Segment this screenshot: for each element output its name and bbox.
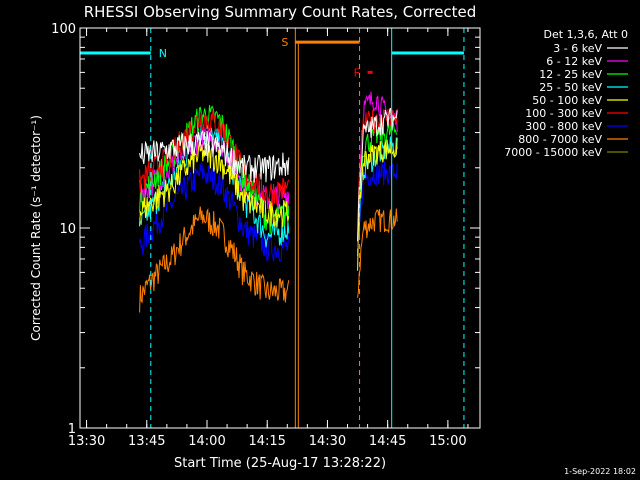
y-axis: 1 10 100	[51, 22, 480, 437]
legend-label: 300 - 800 keV	[525, 120, 602, 133]
footer-timestamp: 1-Sep-2022 18:02	[564, 467, 636, 476]
legend-label: 100 - 300 keV	[525, 107, 602, 120]
series-3-6-kev-late-line	[357, 107, 398, 242]
legend-label: 6 - 12 keV	[546, 55, 602, 68]
x-tick-label: 14:45	[369, 434, 406, 449]
x-tick-label: 13:45	[128, 434, 165, 449]
legend-label: 800 - 7000 keV	[518, 133, 602, 146]
legend-label: 7000 - 15000 keV	[504, 146, 602, 159]
flare-label: F	[354, 66, 360, 79]
series-12-25-kev-late-line	[357, 120, 398, 253]
y-tick-label: 100	[51, 22, 76, 37]
legend-label: 50 - 100 keV	[532, 94, 602, 107]
x-axis-label: Start Time (25-Aug-17 13:28:22)	[174, 456, 386, 471]
legend-label: 3 - 6 keV	[553, 42, 602, 55]
x-tick-label: 14:30	[309, 434, 346, 449]
saa-label: S	[281, 36, 288, 49]
series-800-7000-kev-line	[139, 206, 290, 313]
y-tick-label: 10	[59, 222, 76, 237]
series-3-6-kev-line	[139, 129, 290, 183]
x-tick-label: 14:15	[248, 434, 285, 449]
legend-header: Det 1,3,6, Att 0	[544, 28, 628, 41]
y-axis-label: Corrected Count Rate (s⁻¹ detector⁻¹)	[29, 115, 43, 341]
series-25-50-kev-late-line	[357, 136, 398, 257]
series-25-50-kev-line	[139, 124, 290, 248]
y-tick-label: 1	[68, 422, 76, 437]
series-100-300-kev-line	[139, 110, 290, 207]
x-axis: 13:30 13:45 14:00 14:15 14:30 14:45 15:00	[68, 28, 469, 449]
plot-area	[139, 91, 398, 313]
series-800-7000-kev-late-line	[357, 208, 398, 298]
x-tick-label: 14:00	[188, 434, 225, 449]
legend-label: 25 - 50 keV	[539, 81, 602, 94]
legend-label: 12 - 25 keV	[539, 68, 602, 81]
saa-label: N	[159, 47, 167, 60]
x-tick-label: 15:00	[429, 434, 466, 449]
chart-title: RHESSI Observing Summary Count Rates, Co…	[84, 3, 477, 21]
x-tick-label: 13:30	[68, 434, 105, 449]
series-50-100-kev-late-line	[357, 137, 398, 271]
